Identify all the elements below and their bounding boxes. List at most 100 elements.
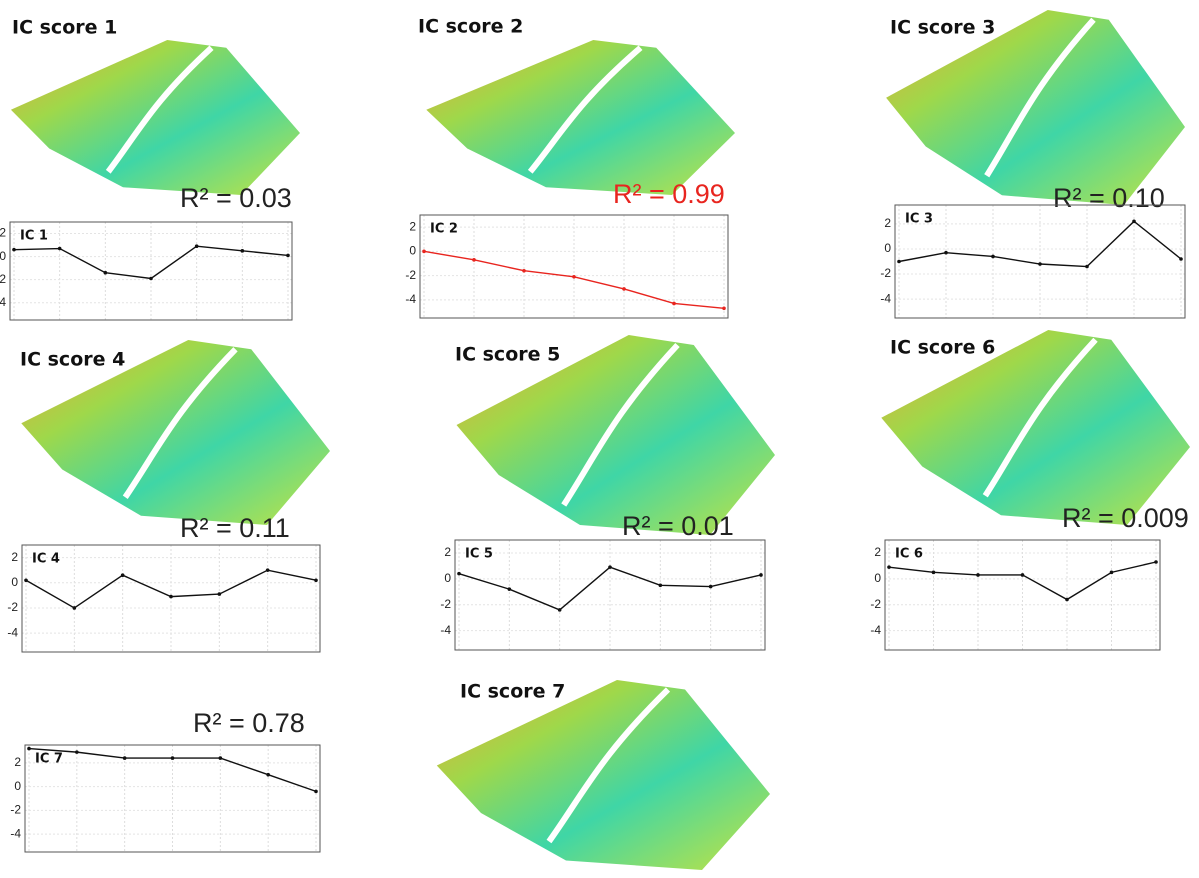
map [11,40,300,195]
y-tick-label: 0 [409,244,416,258]
data-point [572,275,576,279]
map [886,10,1185,205]
data-point [1038,262,1042,266]
data-point [169,595,173,599]
data-point [759,573,763,577]
y-tick-label: 0 [874,571,881,585]
y-tick-label: -4 [405,292,416,306]
data-point [932,571,936,575]
figure: IC score 1 R² = 0.03 2 0 -2 -4 IC 1 IC score 2 R… [0,0,1199,878]
annotation: R² = 0.03 [180,183,292,213]
data-point [422,250,426,254]
data-point [897,260,901,264]
y-tick-label: 2 [409,219,416,233]
y-tick-label: -4 [10,826,21,840]
data-point [1021,573,1025,577]
data-point [976,573,980,577]
data-point [508,587,512,591]
y-tick-label: 2 [0,226,6,240]
chart-title: IC 3 [905,212,933,227]
y-tick-label: -4 [870,623,881,637]
y-tick-label: -2 [7,600,18,614]
map-title: IC score 5 [455,344,560,366]
annotation: R² = 0.10 [1053,183,1165,213]
data-point [195,244,199,248]
annotation: R² = 0.99 [613,179,725,209]
chart-title: IC 5 [465,547,493,562]
chart-title: IC 4 [32,552,60,567]
data-point [672,302,676,306]
plot-frame [420,215,728,318]
data-point [266,568,270,572]
map-title: IC score 7 [460,681,565,703]
data-point [104,271,108,275]
data-point [887,565,891,569]
y-tick-label: 0 [0,249,6,263]
data-point [1110,571,1114,575]
data-point [121,573,125,577]
y-tick-label: 2 [884,216,891,230]
data-point [1154,560,1158,564]
map-title: IC score 1 [12,17,117,39]
data-point [149,277,153,281]
map [437,680,770,870]
data-point [219,756,223,760]
data-point [314,790,318,794]
annotation: R² = 0.78 [193,708,305,738]
data-point [12,248,16,252]
data-point [558,608,562,612]
data-point [171,756,175,760]
data-point [944,251,948,255]
chart-title: IC 1 [20,229,48,244]
y-tick-label: 2 [11,550,18,564]
y-tick-label: 2 [14,755,21,769]
chart-title: IC 7 [35,752,63,767]
y-tick-label: -4 [440,623,451,637]
map-title: IC score 3 [890,17,995,39]
y-tick-label: -2 [440,597,451,611]
data-point [58,247,62,251]
data-point [73,606,77,610]
data-point [27,747,31,751]
annotation: R² = 0.009 [1062,503,1189,533]
data-point [1179,257,1183,261]
y-tick-label: 0 [11,575,18,589]
data-point [472,258,476,262]
data-point [659,583,663,587]
data-point [709,585,713,589]
map [426,40,735,195]
data-point [722,307,726,311]
data-point [24,578,28,582]
data-point [314,578,318,582]
data-point [241,249,245,253]
y-tick-label: 2 [444,545,451,559]
data-point [457,572,461,576]
data-line [899,221,1181,266]
y-tick-label: 0 [884,241,891,255]
annotation: R² = 0.11 [180,513,290,543]
data-point [123,756,127,760]
map-title: IC score 4 [20,349,125,371]
y-tick-label: -2 [405,268,416,282]
data-point [75,750,79,754]
data-point [218,592,222,596]
data-point [991,255,995,259]
y-tick-label: 0 [444,571,451,585]
data-point [522,269,526,273]
chart-title: IC 2 [430,222,458,237]
map-title: IC score 2 [418,16,523,38]
y-tick-label: -4 [0,295,6,309]
y-tick-label: -2 [880,266,891,280]
y-tick-label: -4 [7,625,18,639]
data-point [286,254,290,258]
annotation: R² = 0.01 [622,511,734,541]
data-point [266,773,270,777]
data-point [1132,220,1136,224]
y-tick-label: -4 [880,291,891,305]
map [881,330,1190,525]
map-title: IC score 6 [890,337,995,359]
chart-title: IC 6 [895,547,923,562]
data-point [1065,598,1069,602]
y-tick-label: 0 [14,779,21,793]
y-tick-label: -2 [870,597,881,611]
